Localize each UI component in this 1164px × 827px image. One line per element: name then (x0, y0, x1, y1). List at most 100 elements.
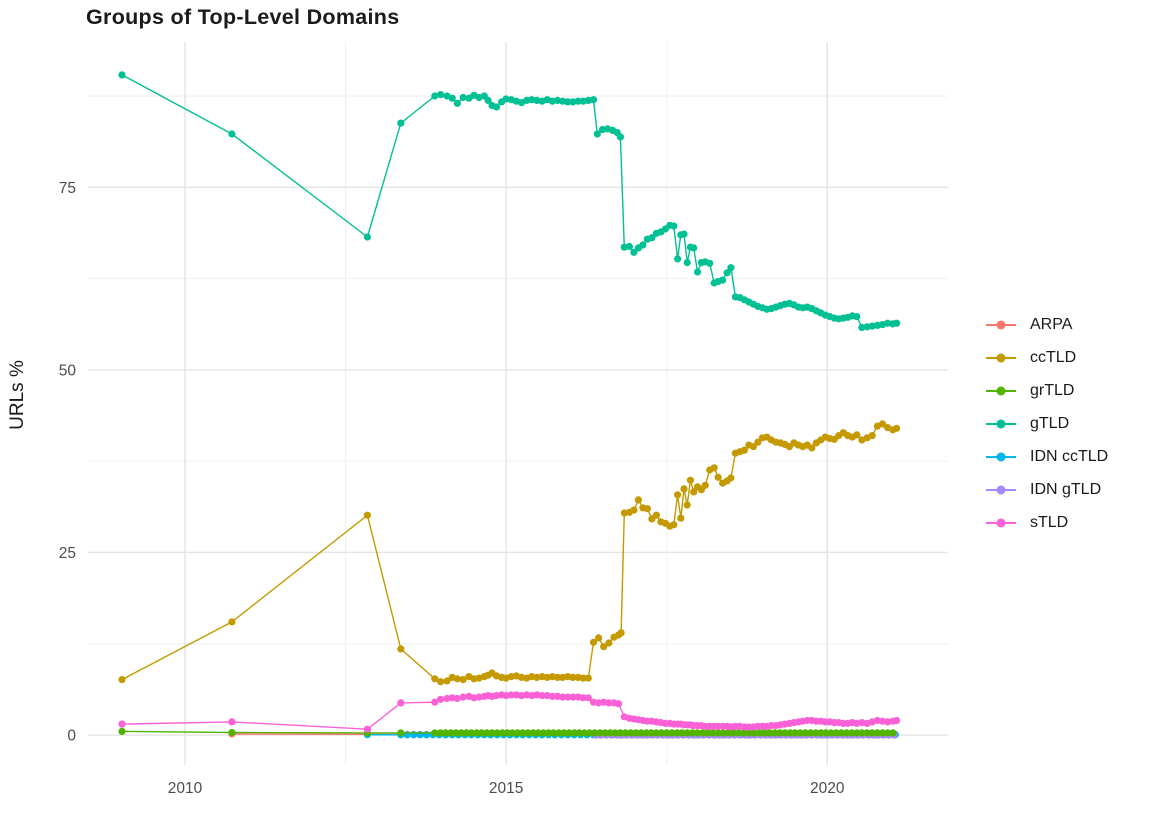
data-point-grtld (873, 729, 882, 737)
data-point-grtld (575, 729, 583, 737)
data-point-gtld (853, 313, 861, 321)
data-point-stld (363, 725, 371, 733)
data-point-stld (397, 699, 405, 707)
data-point-cctld (727, 474, 735, 482)
data-point-grtld (760, 729, 768, 737)
legend-key-dot (996, 485, 1006, 494)
data-point-cctld (634, 496, 643, 504)
legend-key-icon-grtld (986, 386, 1016, 395)
data-point-cctld (453, 675, 461, 683)
data-point-gtld (397, 119, 405, 127)
data-point-grtld (632, 729, 640, 737)
data-point-grtld (611, 729, 619, 737)
data-point-gtld (693, 268, 702, 276)
series-cctld (118, 420, 901, 686)
data-point-grtld (807, 729, 815, 737)
data-point-cctld (808, 444, 816, 452)
data-point-gtld (574, 97, 582, 105)
data-point-grtld (688, 729, 697, 737)
data-point-grtld (704, 729, 712, 737)
data-point-cctld (617, 629, 625, 637)
data-point-stld (564, 693, 572, 701)
data-point-grtld (627, 729, 635, 737)
x-tick-label: 2010 (168, 780, 203, 797)
data-point-grtld (858, 729, 866, 737)
data-point-stld (569, 693, 577, 701)
legend-label: sTLD (1030, 513, 1069, 531)
data-point-cctld (630, 506, 638, 514)
data-point-grtld (601, 729, 609, 737)
data-point-grtld (771, 729, 779, 737)
data-point-cctld (683, 501, 691, 509)
data-point-grtld (642, 729, 650, 737)
data-point-grtld (637, 729, 645, 737)
data-point-cctld (569, 673, 577, 682)
data-point-stld (431, 698, 439, 706)
data-point-cctld (643, 505, 652, 513)
data-point-cctld (701, 481, 709, 489)
data-point-stld (584, 694, 592, 702)
data-point-grtld (755, 729, 763, 737)
data-point-gtld (363, 233, 371, 241)
data-point-cctld (754, 438, 762, 446)
data-point-cctld (118, 676, 126, 684)
legend-item-cctld: ccTLD (984, 341, 1108, 374)
data-point-stld (507, 691, 515, 699)
data-point-grtld (693, 729, 702, 737)
data-point-grtld (473, 729, 481, 737)
data-point-grtld (724, 729, 732, 737)
data-point-stld (459, 693, 467, 701)
y-tick-label: 25 (59, 545, 76, 562)
data-point-grtld (508, 729, 517, 737)
data-point-gtld (564, 98, 572, 106)
data-point-cctld (397, 645, 405, 653)
legend: ARPA ccTLD grTLD gTLD IDN ccTLD IDN gTLD sTLD (984, 308, 1108, 539)
data-point-grtld (397, 729, 405, 737)
data-point-grtld (452, 729, 460, 737)
data-point-grtld (673, 729, 681, 737)
data-point-cctld (690, 488, 698, 496)
data-point-gtld (437, 91, 445, 99)
data-point-gtld (723, 269, 731, 277)
data-point-cctld (868, 432, 876, 440)
data-point-cctld (740, 446, 749, 454)
data-point-cctld (677, 514, 685, 522)
legend-key-dot (996, 386, 1006, 395)
data-point-gtld (670, 222, 678, 230)
data-point-cctld (710, 464, 718, 472)
data-point-gtld (719, 276, 727, 284)
legend-item-grtld: grTLD (984, 374, 1108, 407)
data-point-grtld (837, 729, 846, 737)
data-point-grtld (786, 729, 794, 737)
data-point-grtld (822, 729, 830, 737)
legend-item-gtld: gTLD (984, 407, 1108, 440)
data-point-grtld (462, 729, 470, 737)
data-point-grtld (524, 729, 532, 737)
data-point-cctld (893, 424, 901, 432)
data-point-grtld (745, 729, 753, 737)
data-point-stld (538, 692, 546, 700)
data-point-cctld (652, 511, 661, 519)
data-point-grtld (483, 729, 491, 737)
data-point-grtld (765, 729, 774, 737)
data-point-grtld (750, 729, 758, 737)
legend-key-icon-gtld (986, 419, 1016, 428)
data-point-grtld (570, 729, 578, 737)
series-grtld (118, 727, 897, 737)
data-point-grtld (781, 729, 789, 737)
data-point-grtld (493, 729, 501, 737)
data-point-grtld (437, 729, 445, 737)
data-point-grtld (878, 729, 887, 737)
data-point-grtld (447, 729, 455, 737)
series-line-gtld (121, 74, 897, 329)
data-point-grtld (796, 729, 804, 737)
data-point-grtld (735, 729, 743, 737)
legend-key-dot (996, 518, 1006, 527)
x-tick-label: 2020 (810, 780, 845, 797)
minor-gridlines (88, 42, 948, 765)
data-point-grtld (709, 729, 717, 737)
y-tick-label: 0 (67, 728, 76, 745)
data-point-grtld (118, 727, 126, 736)
data-point-gtld (648, 234, 656, 242)
data-point-grtld (647, 729, 655, 737)
